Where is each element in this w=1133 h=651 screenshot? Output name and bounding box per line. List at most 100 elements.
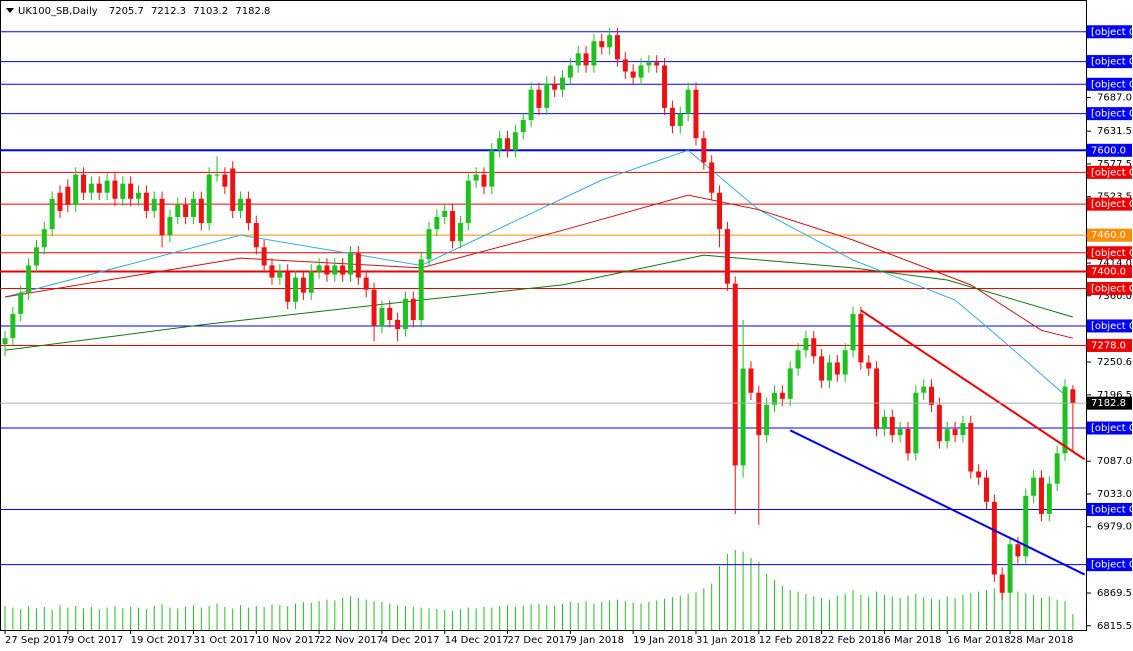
candle-body: [65, 186, 71, 205]
y-tick-label: 7687.0: [1097, 93, 1132, 104]
candle-body: [732, 283, 738, 466]
level-label-box: [1087, 197, 1132, 211]
candle-body: [324, 265, 330, 275]
level-label-box: [1087, 77, 1132, 91]
y-tick-label: 7360.0: [1097, 291, 1132, 302]
y-tick-label: 7196.5: [1097, 390, 1132, 401]
level-label: [object Object]: [1091, 167, 1133, 178]
candle-body: [450, 210, 456, 242]
candle-body: [1031, 477, 1037, 496]
level-label-box: [1087, 143, 1132, 157]
candle-body: [41, 229, 47, 248]
candle-body: [622, 59, 628, 72]
candle-body: [340, 265, 346, 275]
candle-body: [693, 89, 699, 139]
candle-body: [724, 229, 730, 284]
level-label-box: [1087, 165, 1132, 179]
level-label-box: [1087, 558, 1132, 572]
candle-body: [81, 174, 87, 193]
level-label-box: [1087, 265, 1132, 279]
candle-body: [481, 174, 487, 187]
collapse-icon[interactable]: [6, 8, 14, 13]
candle-body: [921, 386, 927, 393]
candle-body: [198, 198, 204, 224]
x-tick-label: 4 Dec 2017: [382, 635, 440, 646]
candle-body: [889, 416, 895, 436]
level-label: [object Object]: [1091, 284, 1133, 295]
candle-body: [591, 41, 597, 66]
level-label: [object Object]: [1091, 423, 1133, 434]
level-label-box: [1087, 421, 1132, 435]
candle-body: [756, 392, 762, 436]
candle-body: [387, 307, 393, 320]
candle-body: [803, 338, 809, 351]
candle-body: [787, 368, 793, 399]
candle-body: [1046, 483, 1052, 514]
candle-body: [528, 89, 534, 120]
candle-body: [269, 265, 275, 278]
x-tick-label: 22 Nov 2017: [319, 635, 383, 646]
level-label: [object Object]: [1091, 79, 1133, 90]
x-tick-label: 9 Oct 2017: [68, 635, 123, 646]
header-high: 7212.3: [151, 6, 186, 17]
candle-body: [96, 183, 102, 193]
candle-body: [277, 271, 283, 278]
header-close: 7182.8: [235, 6, 270, 17]
level-label-box: [1087, 246, 1132, 260]
candle-body: [607, 35, 613, 48]
candle-body: [285, 271, 291, 302]
candle-body: [858, 313, 864, 363]
candle-body: [49, 198, 55, 230]
candle-body: [26, 265, 32, 293]
candle-body: [583, 53, 589, 66]
candle-body: [175, 204, 181, 217]
candle-body: [505, 138, 511, 151]
y-tick-label: 7087.0: [1097, 456, 1132, 467]
candle-body: [983, 477, 989, 502]
x-tick-label: 14 Dec 2017: [445, 635, 509, 646]
candle-body: [654, 62, 660, 66]
candle-body: [991, 501, 997, 575]
level-label: [object Object]: [1091, 27, 1133, 38]
level-label: [object Object]: [1091, 321, 1133, 332]
candle-body: [183, 204, 189, 217]
x-tick-label: 22 Feb 2018: [822, 635, 884, 646]
candle-body: [73, 174, 79, 205]
level-label: [object Object]: [1091, 109, 1133, 120]
y-tick-label: 6815.5: [1097, 621, 1132, 632]
candle-body: [976, 471, 982, 478]
candle-body: [709, 162, 715, 193]
x-tick-label: 10 Nov 2017: [256, 635, 320, 646]
candle-body: [1062, 386, 1068, 454]
candle-body: [442, 210, 448, 217]
candle-body: [457, 223, 463, 242]
candle-body: [536, 89, 542, 108]
candle-body: [512, 132, 518, 151]
candle-body: [1038, 477, 1044, 514]
candle-body: [560, 77, 566, 90]
candle-body: [552, 83, 558, 90]
candle-body: [630, 71, 636, 78]
candle-body: [355, 253, 361, 278]
candle-body: [465, 180, 471, 224]
level-label: [object Object]: [1091, 199, 1133, 210]
candle-body: [1023, 495, 1029, 557]
level-label: [object Object]: [1091, 57, 1133, 68]
candle-body: [128, 183, 134, 199]
candle-body: [897, 429, 903, 436]
level-label-box: [1087, 25, 1132, 39]
candle-body: [834, 362, 840, 375]
candle-body: [960, 423, 966, 436]
candle-body: [57, 192, 63, 211]
candle-body: [638, 65, 644, 78]
candle-body: [261, 247, 267, 266]
header-low: 7103.2: [193, 6, 228, 17]
x-tick-label: 27 Dec 2017: [508, 635, 572, 646]
moving-average: [4, 254, 1074, 351]
candle-body: [740, 368, 746, 466]
candle-body: [850, 313, 856, 351]
candle-body: [10, 313, 16, 339]
x-tick-label: 6 Mar 2018: [884, 635, 941, 646]
